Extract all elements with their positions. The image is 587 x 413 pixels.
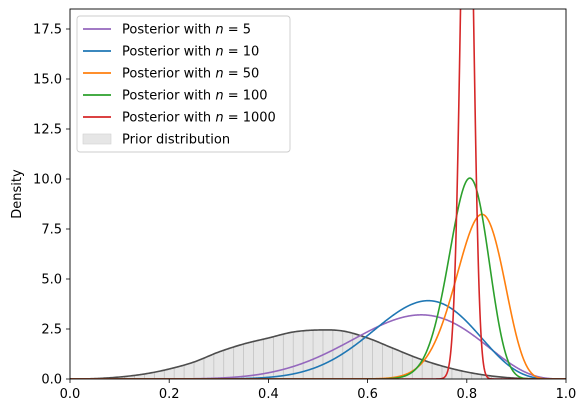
prior-fill: [70, 329, 566, 379]
x-tick-label: 0.4: [258, 387, 279, 402]
x-tick-label: 1.0: [556, 387, 577, 402]
y-tick-label: 15.0: [33, 73, 62, 88]
y-tick-label: 17.5: [33, 23, 62, 38]
y-tick-label: 5.0: [41, 273, 62, 288]
y-tick-label: 12.5: [33, 123, 62, 138]
series-line-3: [70, 213, 566, 379]
x-tick-label: 0.8: [456, 387, 477, 402]
prior-line: [70, 329, 566, 379]
legend-label: Prior distribution: [122, 133, 230, 148]
legend-swatch-patch: [82, 133, 112, 145]
legend-label: Posterior with n = 10: [122, 45, 259, 60]
legend-label: Posterior with n = 5: [122, 23, 251, 38]
series-line-2: [70, 299, 566, 379]
legend-box: [76, 15, 291, 153]
legend-entry: Posterior with n = 5: [83, 23, 251, 38]
y-tick-label: 7.5: [41, 223, 62, 238]
y-tick-label: 2.5: [41, 323, 62, 338]
x-axis: 0.0 0.2 0.4 0.6 0.8 1.0: [60, 379, 577, 402]
legend-entry: Posterior with n = 100: [83, 89, 268, 104]
y-tick-label: 0.0: [41, 373, 62, 388]
series-line-5: [70, 9, 566, 379]
legend-label: Posterior with n = 50: [122, 67, 259, 82]
x-tick-label: 0.6: [357, 387, 378, 402]
plot-frame: [69, 8, 567, 380]
y-axis-label: Density: [10, 169, 25, 219]
x-tick-label: 0.0: [60, 387, 81, 402]
legend-label: Posterior with n = 100: [122, 89, 268, 104]
legend-label: Posterior with n = 1000: [122, 111, 276, 126]
legend-entry: Posterior with n = 50: [83, 67, 259, 82]
x-tick-label: 0.2: [159, 387, 180, 402]
prior-layer: [70, 329, 566, 379]
y-axis: 0.0 2.5 5.0 7.5 10.0 12.5 15.0 17.5: [33, 23, 70, 388]
legend-entry: Posterior with n = 10: [83, 45, 259, 60]
series-line-4: [70, 177, 566, 379]
y-tick-label: 10.0: [33, 173, 62, 188]
legend-entry: Posterior with n = 1000: [83, 111, 276, 126]
legend-entry: Prior distribution: [82, 133, 230, 148]
prior-hatch: [94, 329, 522, 379]
legend: Posterior with n = 5 Posterior with n = 1…: [76, 15, 291, 153]
